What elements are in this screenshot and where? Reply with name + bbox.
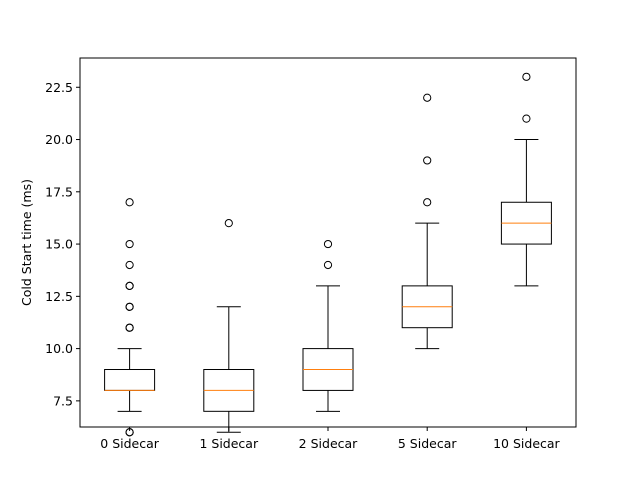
- box-group: [302, 239, 354, 412]
- x-tick-label: 0 Sidecar: [100, 436, 159, 451]
- outlier-point: [423, 198, 432, 207]
- x-tick-label: 1 Sidecar: [199, 436, 258, 451]
- boxes-layer: [104, 72, 552, 437]
- outlier-point: [125, 281, 134, 290]
- outlier-point: [423, 156, 432, 165]
- y-tick-label: 12.5: [45, 289, 73, 304]
- x-tick-label: 5 Sidecar: [398, 436, 457, 451]
- outlier-point: [224, 219, 233, 228]
- y-tick-label: 10.0: [45, 341, 73, 356]
- iqr-box: [104, 369, 156, 391]
- outlier-point: [125, 428, 134, 437]
- outlier-point: [125, 323, 134, 332]
- outlier-point: [125, 239, 134, 249]
- outlier-point: [323, 260, 333, 270]
- y-axis-label: Cold Start time (ms): [19, 179, 34, 306]
- box-group: [500, 72, 552, 287]
- y-axis: 7.5 10.0 12.5 15.0 17.5 20.0 22.5: [45, 80, 80, 408]
- y-tick-label: 15.0: [45, 237, 73, 252]
- x-tick-label: 10 Sidecar: [493, 436, 560, 451]
- y-tick-label: 17.5: [45, 184, 73, 199]
- outlier-point: [125, 260, 134, 270]
- outlier-point: [423, 93, 432, 102]
- y-tick-label: 7.5: [53, 393, 73, 408]
- outlier-point: [323, 239, 333, 249]
- x-axis: 0 Sidecar 1 Sidecar 2 Sidecar 5 Sidecar 10 S…: [100, 427, 561, 451]
- outlier-point: [125, 198, 134, 207]
- outlier-point: [522, 114, 531, 123]
- box-group: [401, 93, 453, 350]
- box-group: [203, 219, 255, 433]
- outlier-point: [125, 302, 134, 311]
- y-tick-label: 20.0: [45, 132, 73, 147]
- y-tick-label: 22.5: [45, 80, 73, 95]
- box-group: [104, 198, 156, 437]
- x-tick-label: 2 Sidecar: [299, 436, 358, 451]
- outlier-point: [522, 72, 531, 81]
